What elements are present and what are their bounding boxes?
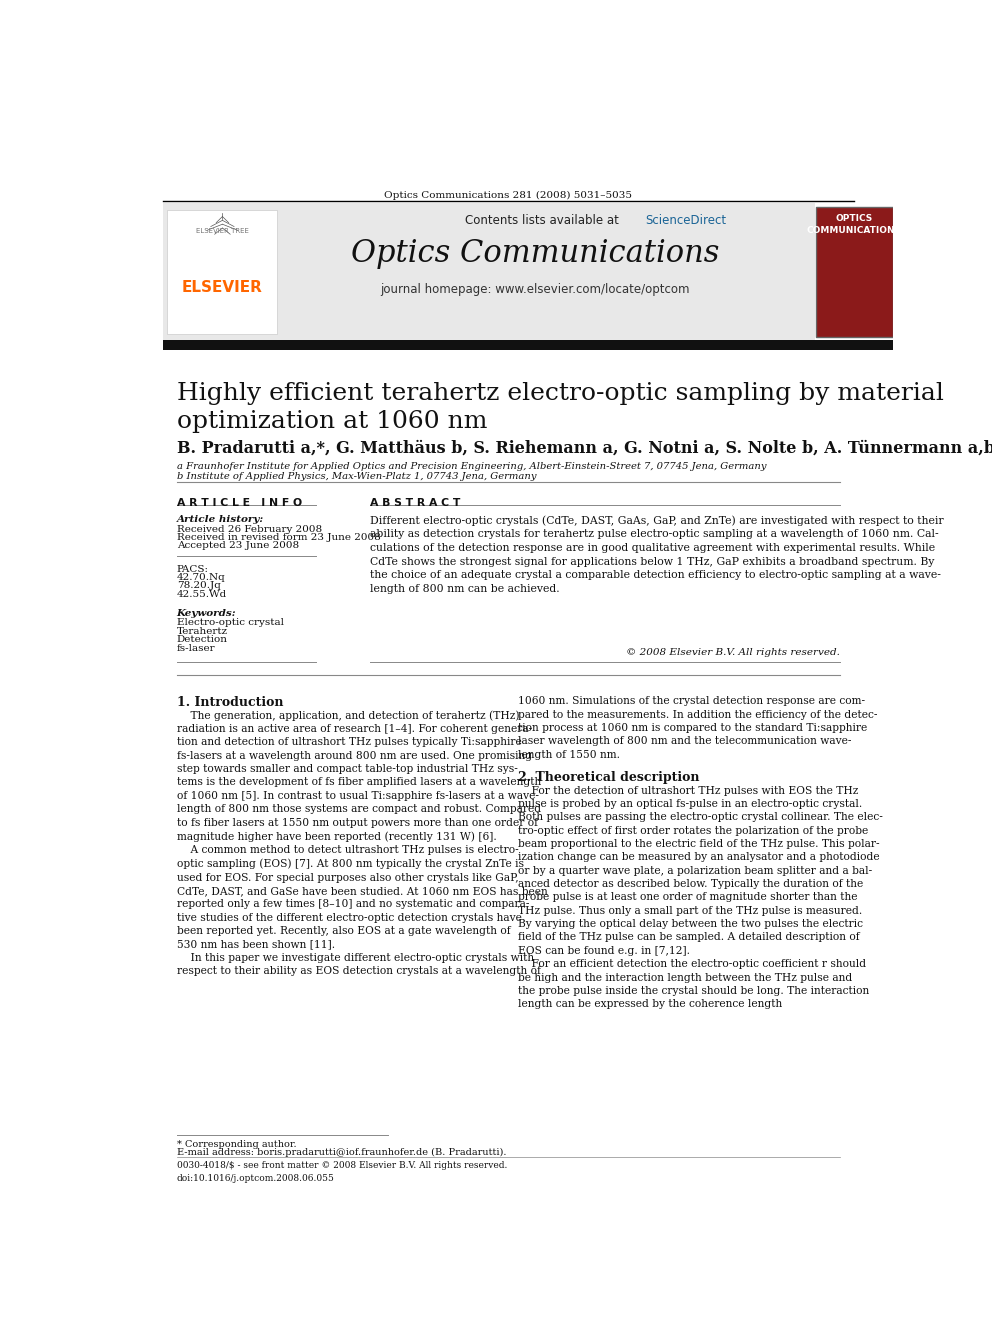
- Text: a Fraunhofer Institute for Applied Optics and Precision Engineering, Albert-Eins: a Fraunhofer Institute for Applied Optic…: [177, 462, 766, 471]
- Text: Keywords:: Keywords:: [177, 609, 236, 618]
- Text: The generation, application, and detection of terahertz (THz)
radiation is an ac: The generation, application, and detecti…: [177, 710, 548, 976]
- Text: Different electro-optic crystals (CdTe, DAST, GaAs, GaP, and ZnTe) are investiga: Different electro-optic crystals (CdTe, …: [370, 515, 944, 594]
- Text: 42.55.Wd: 42.55.Wd: [177, 590, 227, 599]
- Text: ScienceDirect: ScienceDirect: [645, 214, 726, 228]
- Text: A R T I C L E   I N F O: A R T I C L E I N F O: [177, 497, 302, 508]
- Text: Received 26 February 2008: Received 26 February 2008: [177, 524, 321, 533]
- Text: * Corresponding author.: * Corresponding author.: [177, 1139, 297, 1148]
- Bar: [816, 208, 893, 337]
- Text: Optics Communications 281 (2008) 5031–5035: Optics Communications 281 (2008) 5031–50…: [385, 191, 633, 200]
- Text: 0030-4018/$ - see front matter © 2008 Elsevier B.V. All rights reserved.
doi:10.: 0030-4018/$ - see front matter © 2008 El…: [177, 1162, 507, 1183]
- Text: fs-laser: fs-laser: [177, 644, 215, 652]
- Text: For the detection of ultrashort THz pulses with EOS the THz
pulse is probed by a: For the detection of ultrashort THz puls…: [518, 786, 883, 1009]
- Text: 2. Theoretical description: 2. Theoretical description: [518, 771, 699, 785]
- Text: Optics Communications: Optics Communications: [350, 238, 719, 269]
- Text: © 2008 Elsevier B.V. All rights reserved.: © 2008 Elsevier B.V. All rights reserved…: [626, 648, 840, 656]
- Text: ELSEVIER TREE: ELSEVIER TREE: [196, 228, 249, 234]
- Text: PACS:: PACS:: [177, 565, 208, 574]
- Text: 42.70.Nq: 42.70.Nq: [177, 573, 225, 582]
- Text: OPTICS
COMMUNICATIONS: OPTICS COMMUNICATIONS: [806, 214, 902, 235]
- Text: Detection: Detection: [177, 635, 228, 644]
- Text: Contents lists available at: Contents lists available at: [465, 214, 623, 228]
- Text: Terahertz: Terahertz: [177, 627, 228, 636]
- Text: B. Pradarutti a,*, G. Matthäus b, S. Riehemann a, G. Notni a, S. Nolte b, A. Tün: B. Pradarutti a,*, G. Matthäus b, S. Rie…: [177, 439, 992, 456]
- Bar: [163, 204, 815, 340]
- Text: 78.20.Jq: 78.20.Jq: [177, 582, 220, 590]
- Text: 1060 nm. Simulations of the crystal detection response are com-
pared to the mea: 1060 nm. Simulations of the crystal dete…: [518, 696, 877, 759]
- Text: A B S T R A C T: A B S T R A C T: [370, 497, 461, 508]
- Text: Received in revised form 23 June 2008: Received in revised form 23 June 2008: [177, 533, 381, 542]
- Text: 1. Introduction: 1. Introduction: [177, 696, 283, 709]
- Text: E-mail address: boris.pradarutti@iof.fraunhofer.de (B. Pradarutti).: E-mail address: boris.pradarutti@iof.fra…: [177, 1147, 506, 1156]
- Text: Electro-optic crystal: Electro-optic crystal: [177, 618, 284, 627]
- Text: Accepted 23 June 2008: Accepted 23 June 2008: [177, 541, 299, 550]
- Text: ELSEVIER: ELSEVIER: [182, 280, 263, 295]
- Text: journal homepage: www.elsevier.com/locate/optcom: journal homepage: www.elsevier.com/locat…: [380, 283, 689, 296]
- Text: Article history:: Article history:: [177, 515, 264, 524]
- Bar: [163, 340, 893, 349]
- Text: Highly efficient terahertz electro-optic sampling by material
optimization at 10: Highly efficient terahertz electro-optic…: [177, 382, 943, 434]
- Text: b Institute of Applied Physics, Max-Wien-Platz 1, 07743 Jena, Germany: b Institute of Applied Physics, Max-Wien…: [177, 472, 537, 482]
- Bar: [167, 209, 278, 335]
